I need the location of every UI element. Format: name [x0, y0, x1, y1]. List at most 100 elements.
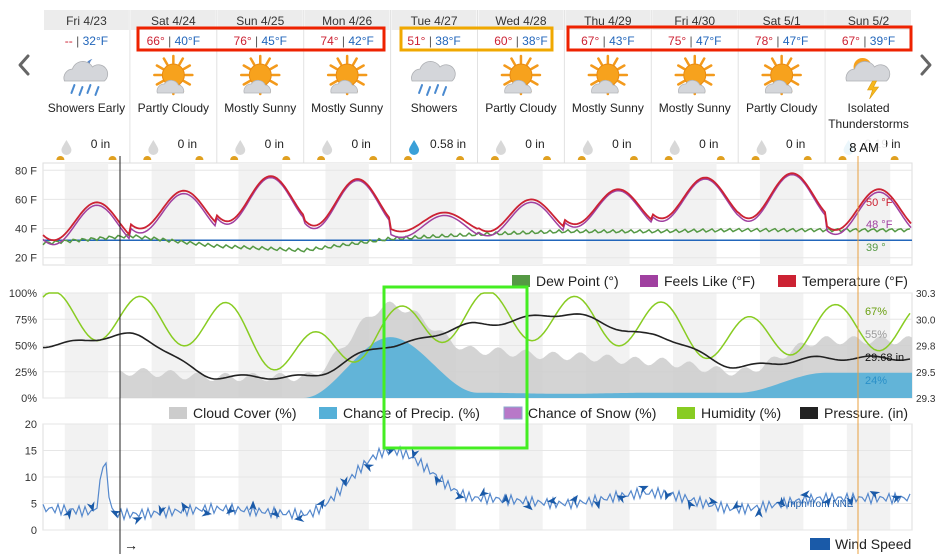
arrow-head — [269, 507, 280, 518]
day-column[interactable]: Fri 4/23 -- | 32°F Showers Early 0 in — [44, 10, 129, 160]
day-column[interactable]: Sun 5/267° | 39°FIsolatedThunderstorms0.… — [824, 10, 911, 163]
wind-direction-arrow-icon — [616, 495, 628, 504]
y-tick-label: 5 — [31, 499, 37, 511]
sun-ray — [510, 57, 517, 66]
legend-item[interactable]: Chance of Snow (%) — [503, 405, 656, 421]
rain-drop — [70, 84, 76, 94]
day-condition: Mostly Sunny — [572, 101, 644, 115]
sun-ray — [265, 57, 271, 66]
sun-ray — [616, 79, 626, 86]
sun-ray — [242, 79, 252, 86]
legend-item[interactable]: Wind Speed — [810, 536, 911, 552]
showers-icon — [411, 61, 456, 96]
sunrise-icon — [629, 156, 638, 160]
right-tick-label: 29.5 — [916, 368, 936, 379]
day-precip: 0 in — [612, 137, 631, 151]
arrow-head — [110, 510, 122, 519]
next-arrow-icon[interactable] — [916, 50, 936, 80]
sun-ray — [356, 79, 365, 86]
wind-direction-arrow-icon — [821, 497, 831, 508]
wind-direction-arrow-icon — [568, 494, 578, 506]
legend-item[interactable]: Pressure. (in) — [800, 405, 908, 421]
day-column[interactable]: Mon 4/26 74° | 42°F Mostly Sunny 0 in — [303, 10, 390, 163]
legend-item[interactable]: Humidity (%) — [677, 405, 781, 421]
day-date: Fri 4/23 — [66, 14, 107, 28]
previous-arrow-icon[interactable] — [14, 50, 34, 80]
temp-separator: | — [252, 34, 262, 48]
day-date: Thu 4/29 — [584, 14, 632, 28]
day-date-band — [304, 10, 390, 30]
legend-swatch — [640, 275, 658, 287]
day-precip: 0 in — [91, 137, 110, 151]
arrow-head — [434, 475, 444, 487]
small-cloud — [678, 79, 706, 94]
right-tick-label: 30.3 — [916, 289, 936, 300]
day-date: Sat 5/1 — [763, 14, 801, 28]
raindrop-icon — [669, 140, 680, 155]
day-precip: 0 in — [525, 137, 544, 151]
day-column[interactable]: Fri 4/30 75° | 47°F Mostly Sunny 0 in — [650, 10, 738, 163]
day-low: 45°F — [261, 34, 286, 48]
sun-ray — [525, 57, 532, 66]
raindrop-icon — [61, 140, 72, 155]
wind-direction-arrow-icon — [890, 495, 902, 504]
wind-speed-series — [42, 444, 911, 522]
legend-item[interactable]: Feels Like (°F) — [640, 273, 755, 289]
day-condition: Mostly Sunny — [311, 101, 383, 115]
small-cloud — [156, 79, 185, 94]
day-date: Tue 4/27 — [411, 14, 458, 28]
day-low: 47°F — [696, 34, 721, 48]
legend-item[interactable]: Chance of Precip. (%) — [319, 405, 480, 421]
day-high: 76° — [234, 34, 252, 48]
arrow-head — [384, 448, 396, 456]
arrow-head — [294, 514, 305, 523]
day-high: 74° — [320, 34, 338, 48]
feels-like-series — [42, 173, 912, 246]
wind-readout: 6 mph from NNE — [779, 499, 854, 510]
day-column[interactable]: Thu 4/29 67° | 43°F Mostly Sunny 0 in — [563, 10, 651, 163]
arrow-head — [616, 495, 628, 504]
night-band — [499, 163, 543, 265]
temp-separator: | — [425, 34, 435, 48]
legend-item[interactable]: Dew Point (°) — [512, 273, 619, 289]
temp-separator: | — [686, 34, 696, 48]
day-temps: 78° | 47°F — [755, 34, 808, 48]
arrow-head — [732, 500, 743, 510]
sun-ray — [616, 64, 626, 71]
night-band — [325, 163, 369, 265]
arrow-head — [501, 493, 510, 504]
day-precip: 0 in — [786, 137, 805, 151]
small-cloud — [764, 79, 793, 94]
legend-item[interactable]: Cloud Cover (%) — [169, 405, 296, 421]
temp-separator: | — [512, 34, 522, 48]
sun-ray — [249, 57, 256, 66]
rain-drop — [426, 86, 432, 96]
day-high: 75° — [668, 34, 686, 48]
raindrop-icon — [235, 140, 246, 155]
day-temps: 67° | 43°F — [581, 34, 634, 48]
sunrise-icon — [456, 156, 465, 160]
day-column[interactable]: Tue 4/27 51° | 38°F Showers 0.58 in — [390, 10, 477, 163]
day-column[interactable]: Sat 5/1 78° | 47°F Partly Cloudy 0 in — [737, 10, 825, 163]
sun-ray — [503, 79, 512, 86]
rain-drop — [94, 86, 100, 96]
sun-ray — [530, 64, 539, 71]
day-date-band — [44, 10, 129, 30]
day-precip: 0.58 in — [430, 137, 466, 151]
sun-ray — [763, 64, 773, 71]
legend-swatch — [778, 275, 796, 287]
arrow-head — [821, 497, 831, 508]
day-column[interactable]: Sat 4/24 66° | 40°F Partly Cloudy 0 in — [129, 10, 216, 163]
legend-item[interactable]: Temperature (°F) — [778, 273, 908, 289]
sun-ray — [763, 79, 773, 86]
raindrop-icon — [148, 140, 159, 155]
wind-direction-arrow-icon — [775, 496, 786, 507]
day-column[interactable]: Wed 4/28 60° | 38°F Partly Cloudy 0 in — [477, 10, 564, 163]
sun-ray — [503, 64, 512, 71]
day-temps: 76° | 45°F — [234, 34, 287, 48]
arrow-head — [315, 498, 325, 510]
day-column[interactable]: Sun 4/25 76° | 45°F Mostly Sunny 0 in — [216, 10, 303, 163]
sun-ray — [597, 57, 604, 66]
